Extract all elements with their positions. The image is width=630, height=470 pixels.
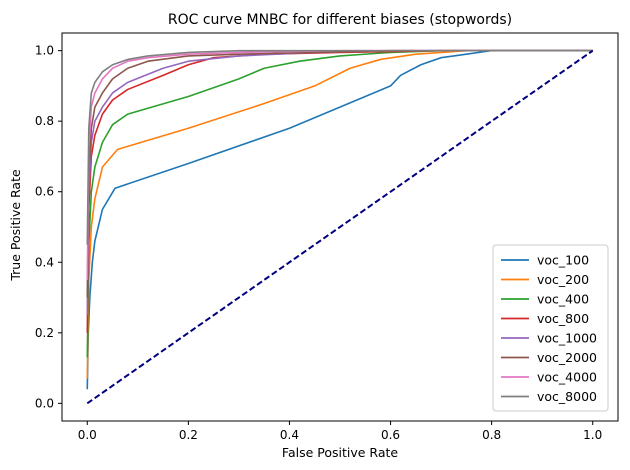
legend-label-voc-8000: voc_8000 <box>537 389 597 404</box>
y-tick-label: 0.6 <box>35 185 54 199</box>
legend-box <box>492 244 609 412</box>
y-tick-label: 1.0 <box>35 44 54 58</box>
y-tick-label: 0.0 <box>35 396 54 410</box>
legend-label-voc-4000: voc_4000 <box>537 370 597 385</box>
x-tick-label: 0.0 <box>78 428 97 442</box>
axes-group: 0.0 0.2 0.4 0.6 0.8 1.0 0.0 0.2 0.4 0.6 0.8 1.0 <box>35 32 619 442</box>
x-tick-label: 0.6 <box>381 428 400 442</box>
y-tick-label: 0.4 <box>35 255 54 269</box>
plot-series-group <box>86 49 594 405</box>
y-axis-label: True Positive Rate <box>8 169 23 282</box>
x-tick-label: 0.8 <box>482 428 501 442</box>
x-tick-label: 0.2 <box>179 428 198 442</box>
x-tick-label: 0.4 <box>280 428 299 442</box>
legend-label-voc-200: voc_200 <box>537 272 589 287</box>
chart-title: ROC curve MNBC for different biases (sto… <box>168 12 512 28</box>
legend-label-voc-400: voc_400 <box>537 292 589 307</box>
y-tick-label: 0.8 <box>35 114 54 128</box>
x-axis-label: False Positive Rate <box>282 445 398 460</box>
series-line-voc-100 <box>86 49 593 390</box>
plot-frame <box>61 32 619 422</box>
legend-label-voc-1000: voc_1000 <box>537 331 597 346</box>
legend-label-voc-100: voc_100 <box>537 253 589 268</box>
x-tick-label: 1.0 <box>583 428 602 442</box>
legend-label-voc-2000: voc_2000 <box>537 350 597 365</box>
reference-diagonal-line <box>86 49 594 405</box>
legend-label-voc-800: voc_800 <box>537 311 589 326</box>
series-line-voc-8000 <box>86 49 593 245</box>
series-line-voc-200 <box>86 49 593 379</box>
y-tick-label: 0.2 <box>35 326 54 340</box>
legend: voc_100 voc_200 voc_400 voc_800 voc_1000 voc_… <box>492 244 609 412</box>
